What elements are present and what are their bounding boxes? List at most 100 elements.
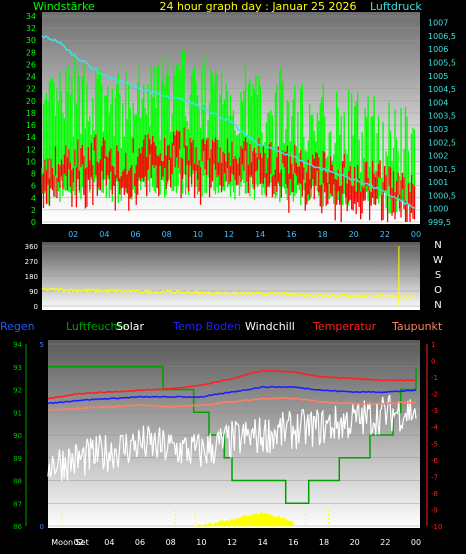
right-tick-label: 1003,5 <box>428 112 456 121</box>
temperature-tick-label: -6 <box>431 457 439 465</box>
temperature-tick-label: -3 <box>431 407 438 415</box>
wind-direction-line <box>41 287 417 299</box>
direction-tick-label: 270 <box>25 258 38 266</box>
x-tick-label: 12 <box>224 230 234 239</box>
x-tick-label: 12 <box>227 538 237 547</box>
x-tick-label: 18 <box>319 538 329 547</box>
legend-temperatur: Temperatur <box>312 320 377 333</box>
temperature-tick-label: -1 <box>431 374 438 382</box>
left-tick-label: 32 <box>26 24 36 33</box>
compass-label: S <box>435 270 441 281</box>
x-tick-label: 08 <box>166 538 176 547</box>
x-tick-label: 10 <box>196 538 206 547</box>
chart-title: 24 hour graph day : Januar 25 2026 <box>160 0 357 13</box>
x-tick-label: 06 <box>135 538 145 547</box>
compass-label: W <box>433 255 443 266</box>
pressure-line <box>41 35 417 209</box>
x-tick-label: 04 <box>99 230 109 239</box>
x-tick-label: 14 <box>258 538 268 547</box>
x-tick-label: 16 <box>286 230 296 239</box>
left-tick-label: 26 <box>26 60 36 69</box>
humidity-tick-label: 86 <box>13 523 22 531</box>
legend-temp-boden: Temp Boden <box>172 320 241 333</box>
right-tick-label: 1001,5 <box>428 165 456 174</box>
x-tick-label: 22 <box>380 538 390 547</box>
x-tick-label: 06 <box>130 230 140 239</box>
x-tick-label: Moon Set <box>51 538 88 547</box>
windchill-line <box>47 394 417 481</box>
temperature-tick-label: -7 <box>431 473 438 481</box>
panel-wind-bars <box>41 50 416 222</box>
right-tick-label: 1006,5 <box>428 32 456 41</box>
humidity-line <box>48 366 417 505</box>
right-tick-label: 1005,5 <box>428 59 456 68</box>
x-tick-label: 08 <box>162 230 172 239</box>
left-tick-label: 10 <box>26 157 36 166</box>
temperature-tick-label: 0 <box>431 358 435 366</box>
compass-label: O <box>434 285 442 296</box>
temperature-tick-label: -4 <box>431 424 439 432</box>
right-tick-label: 999,5 <box>428 218 451 227</box>
legend-solar: Solar <box>116 320 145 333</box>
left-tick-label: 18 <box>26 109 36 118</box>
x-tick-label: 20 <box>349 230 359 239</box>
x-tick-label: 10 <box>193 230 203 239</box>
humidity-tick-label: 90 <box>13 432 22 440</box>
panel-temperature-background <box>48 340 420 528</box>
right-tick-label: 1001 <box>428 178 448 187</box>
x-tick-label: 22 <box>380 230 390 239</box>
right-tick-label: 1002 <box>428 152 448 161</box>
direction-tick-label: 360 <box>25 243 38 251</box>
left-tick-label: 12 <box>26 145 36 154</box>
right-tick-label: 1006 <box>428 45 448 54</box>
left-tick-label: 24 <box>26 73 36 82</box>
compass-label: N <box>434 240 441 251</box>
legend-regen: Regen <box>0 320 35 333</box>
humidity-tick-label: 89 <box>13 455 22 463</box>
right-tick-label: 1000,5 <box>428 191 456 200</box>
panel-temperature-lines <box>47 366 417 527</box>
left-tick-label: 6 <box>31 182 36 191</box>
rain-tick-label: 0 <box>40 523 44 531</box>
left-tick-label: 0 <box>31 218 36 227</box>
left-tick-label: 30 <box>26 36 36 45</box>
right-tick-label: 1000 <box>428 205 448 214</box>
x-tick-label: 20 <box>350 538 360 547</box>
x-tick-label: 14 <box>255 230 265 239</box>
right-tick-label: 1004 <box>428 98 448 107</box>
x-tick-label: 16 <box>288 538 298 547</box>
humidity-tick-label: 87 <box>13 500 22 508</box>
panel-direction-lines <box>41 246 417 306</box>
legend-taupunkt: Taupunkt <box>391 320 443 333</box>
direction-tick-label: 90 <box>29 288 38 296</box>
temperature-tick-label: -8 <box>431 490 438 498</box>
right-tick-label: 1003 <box>428 125 448 134</box>
temperature-tick-label: 1 <box>431 341 435 349</box>
x-tick-label: 00 <box>411 230 421 239</box>
rain-tick-label: 5 <box>40 341 44 349</box>
temperature-line <box>47 369 417 400</box>
right-tick-label: 1007 <box>428 19 448 28</box>
x-tick-label: 04 <box>104 538 114 547</box>
direction-tick-label: 0 <box>34 303 38 311</box>
right-tick-label: 1005 <box>428 72 448 81</box>
left-tick-label: 16 <box>26 121 36 130</box>
humidity-tick-label: 88 <box>13 478 22 486</box>
left-axis-title: Windstärke <box>33 0 95 13</box>
left-tick-label: 2 <box>31 206 36 215</box>
temperature-tick-label: -9 <box>431 506 438 514</box>
temperature-tick-label: -10 <box>431 523 442 531</box>
left-tick-label: 4 <box>31 194 36 203</box>
left-tick-label: 34 <box>26 12 36 21</box>
legend-windchill: Windchill <box>245 320 295 333</box>
compass-label: N <box>434 300 441 311</box>
right-tick-label: 1004,5 <box>428 85 456 94</box>
temperature-tick-label: -5 <box>431 440 438 448</box>
x-tick-label: 02 <box>74 538 84 547</box>
temperature-tick-label: -2 <box>431 391 438 399</box>
humidity-tick-label: 94 <box>13 341 22 349</box>
